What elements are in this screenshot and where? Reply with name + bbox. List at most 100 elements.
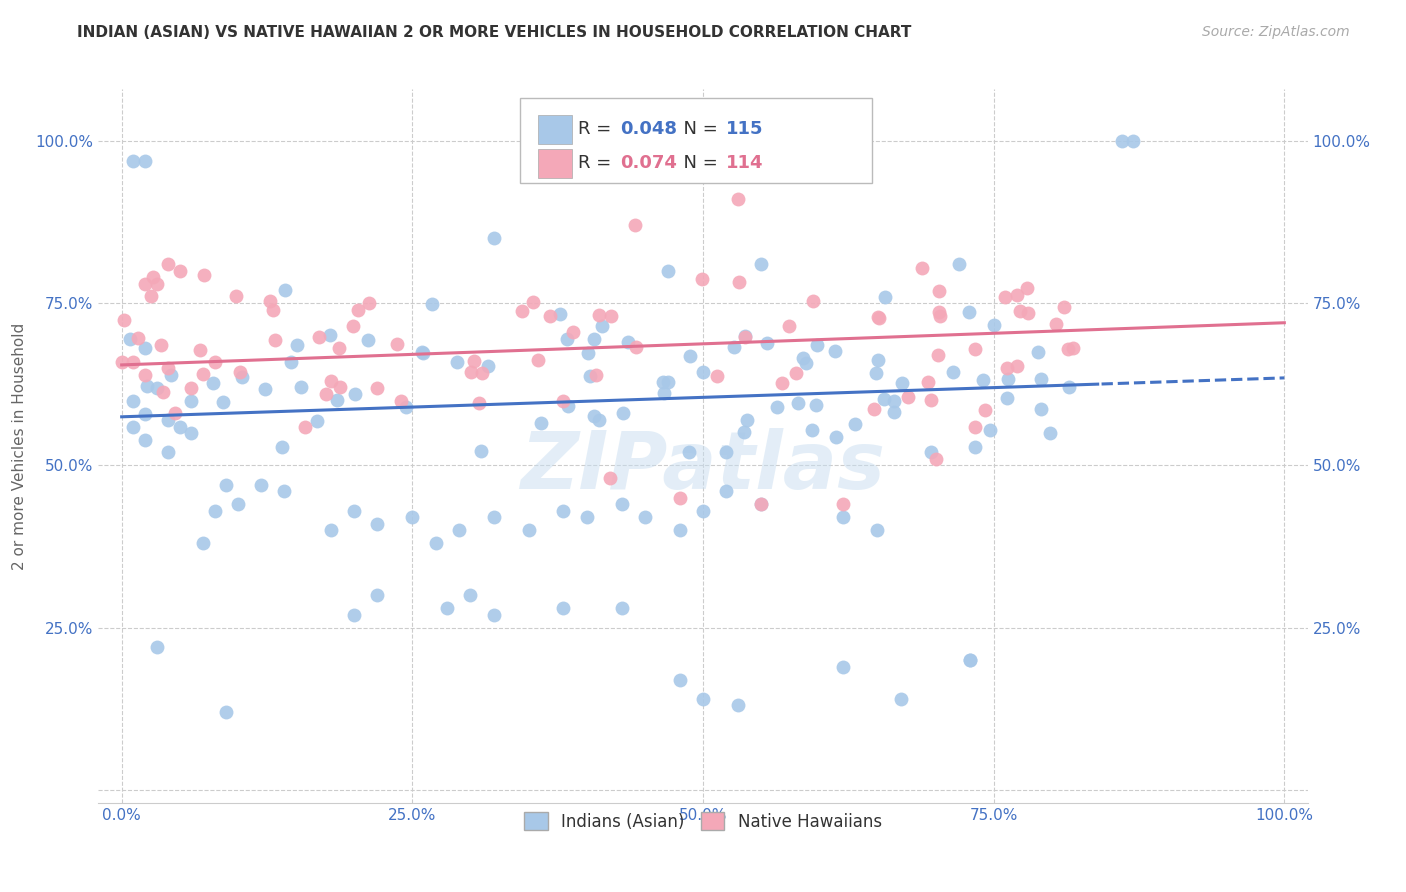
Point bbox=[471, 366, 494, 380]
Point bbox=[401, 510, 423, 524]
Text: N =: N = bbox=[672, 154, 724, 172]
Point bbox=[308, 330, 330, 344]
Point bbox=[610, 601, 633, 615]
Point bbox=[169, 419, 191, 434]
Text: INDIAN (ASIAN) VS NATIVE HAWAIIAN 2 OR MORE VEHICLES IN HOUSEHOLD CORRELATION CH: INDIAN (ASIAN) VS NATIVE HAWAIIAN 2 OR M… bbox=[77, 25, 911, 40]
Point bbox=[948, 257, 970, 271]
Point bbox=[1008, 304, 1031, 318]
Point bbox=[134, 153, 156, 168]
Point bbox=[794, 356, 817, 370]
Point bbox=[319, 327, 342, 342]
Point bbox=[468, 396, 491, 410]
Y-axis label: 2 or more Vehicles in Household: 2 or more Vehicles in Household bbox=[13, 322, 27, 570]
Point bbox=[118, 332, 141, 346]
Point bbox=[530, 416, 553, 430]
Text: 114: 114 bbox=[725, 154, 763, 172]
Point bbox=[204, 504, 226, 518]
Point bbox=[294, 419, 316, 434]
Point bbox=[800, 423, 823, 437]
Point bbox=[610, 497, 633, 511]
Point bbox=[482, 510, 505, 524]
Point bbox=[749, 257, 772, 271]
Point bbox=[927, 348, 949, 362]
Point bbox=[157, 257, 180, 271]
Point bbox=[657, 375, 679, 389]
Point bbox=[756, 335, 779, 350]
Point bbox=[553, 601, 575, 615]
Point bbox=[974, 403, 997, 417]
Point bbox=[343, 504, 366, 518]
Point bbox=[1017, 306, 1039, 320]
Point bbox=[617, 334, 640, 349]
Text: ZIPatlas: ZIPatlas bbox=[520, 428, 886, 507]
Point bbox=[366, 516, 388, 531]
Point bbox=[727, 698, 749, 713]
Point bbox=[575, 510, 598, 524]
Point bbox=[169, 264, 191, 278]
Point bbox=[157, 361, 180, 376]
Point bbox=[180, 381, 202, 395]
Point bbox=[928, 284, 950, 298]
Text: 115: 115 bbox=[725, 120, 763, 138]
Point bbox=[346, 302, 368, 317]
Point bbox=[737, 413, 759, 427]
Point bbox=[863, 401, 886, 416]
Point bbox=[328, 341, 350, 355]
Point bbox=[139, 289, 162, 303]
Point bbox=[273, 484, 295, 499]
Point bbox=[585, 368, 607, 382]
Point bbox=[557, 331, 579, 345]
Point bbox=[526, 353, 548, 368]
Point bbox=[1038, 425, 1060, 440]
Point bbox=[538, 310, 561, 324]
Point bbox=[548, 308, 571, 322]
Point bbox=[225, 289, 247, 303]
Point bbox=[305, 414, 328, 428]
Point bbox=[510, 303, 533, 318]
Point bbox=[557, 399, 579, 413]
Point bbox=[122, 354, 145, 368]
Point bbox=[517, 524, 540, 538]
Text: 0.074: 0.074 bbox=[620, 154, 676, 172]
Point bbox=[231, 369, 253, 384]
Point bbox=[959, 653, 981, 667]
Point bbox=[387, 337, 409, 351]
Point bbox=[212, 395, 235, 409]
Point bbox=[787, 396, 810, 410]
Point bbox=[134, 407, 156, 421]
Point bbox=[995, 360, 1018, 375]
Point bbox=[1059, 379, 1081, 393]
Point bbox=[477, 359, 499, 374]
Point bbox=[253, 382, 276, 396]
Point bbox=[180, 393, 202, 408]
Point bbox=[728, 275, 751, 289]
Point bbox=[122, 153, 145, 168]
Point bbox=[600, 309, 623, 323]
Point bbox=[553, 393, 575, 408]
Point bbox=[1031, 372, 1053, 386]
Point bbox=[188, 343, 211, 358]
Point bbox=[193, 268, 215, 282]
Point bbox=[215, 705, 238, 719]
Point bbox=[831, 510, 853, 524]
Point bbox=[263, 333, 285, 347]
Point bbox=[692, 504, 714, 518]
Point bbox=[668, 673, 690, 687]
Point bbox=[460, 588, 482, 602]
Point bbox=[136, 379, 159, 393]
Point bbox=[929, 310, 952, 324]
Point bbox=[692, 272, 714, 286]
Point bbox=[1122, 134, 1144, 148]
Point bbox=[723, 340, 745, 354]
Point bbox=[411, 344, 433, 359]
Point bbox=[942, 365, 965, 379]
Point bbox=[250, 478, 273, 492]
Point bbox=[436, 601, 458, 615]
Point bbox=[792, 351, 814, 365]
Point bbox=[1111, 134, 1133, 148]
Point bbox=[357, 333, 380, 347]
Point bbox=[142, 270, 165, 285]
Point bbox=[193, 368, 215, 382]
Point bbox=[215, 478, 238, 492]
Point bbox=[149, 338, 172, 352]
